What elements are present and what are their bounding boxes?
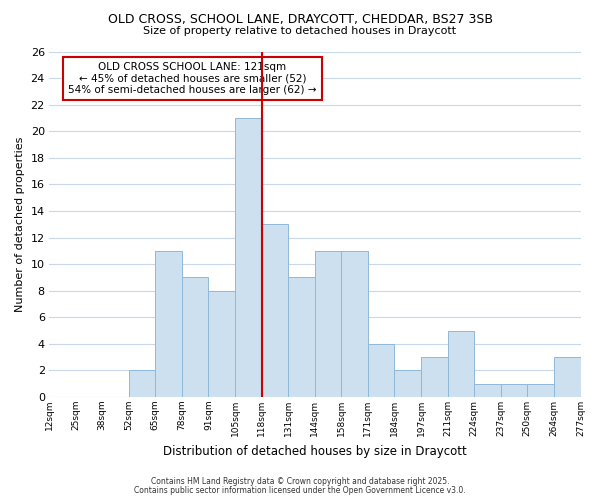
Bar xyxy=(394,370,421,397)
Text: OLD CROSS SCHOOL LANE: 121sqm
← 45% of detached houses are smaller (52)
54% of s: OLD CROSS SCHOOL LANE: 121sqm ← 45% of d… xyxy=(68,62,317,95)
Text: Contains HM Land Registry data © Crown copyright and database right 2025.: Contains HM Land Registry data © Crown c… xyxy=(151,477,449,486)
Bar xyxy=(474,384,501,397)
Bar xyxy=(527,384,554,397)
Bar xyxy=(315,251,341,397)
Bar xyxy=(341,251,368,397)
Bar xyxy=(288,278,315,397)
Bar xyxy=(421,357,448,397)
X-axis label: Distribution of detached houses by size in Draycott: Distribution of detached houses by size … xyxy=(163,444,467,458)
Y-axis label: Number of detached properties: Number of detached properties xyxy=(15,136,25,312)
Bar xyxy=(182,278,208,397)
Text: Contains public sector information licensed under the Open Government Licence v3: Contains public sector information licen… xyxy=(134,486,466,495)
Bar xyxy=(235,118,262,397)
Bar xyxy=(155,251,182,397)
Bar xyxy=(368,344,394,397)
Bar xyxy=(208,290,235,397)
Bar xyxy=(129,370,155,397)
Text: Size of property relative to detached houses in Draycott: Size of property relative to detached ho… xyxy=(143,26,457,36)
Text: OLD CROSS, SCHOOL LANE, DRAYCOTT, CHEDDAR, BS27 3SB: OLD CROSS, SCHOOL LANE, DRAYCOTT, CHEDDA… xyxy=(107,12,493,26)
Bar xyxy=(554,357,581,397)
Bar xyxy=(448,330,474,397)
Bar xyxy=(501,384,527,397)
Bar xyxy=(262,224,288,397)
